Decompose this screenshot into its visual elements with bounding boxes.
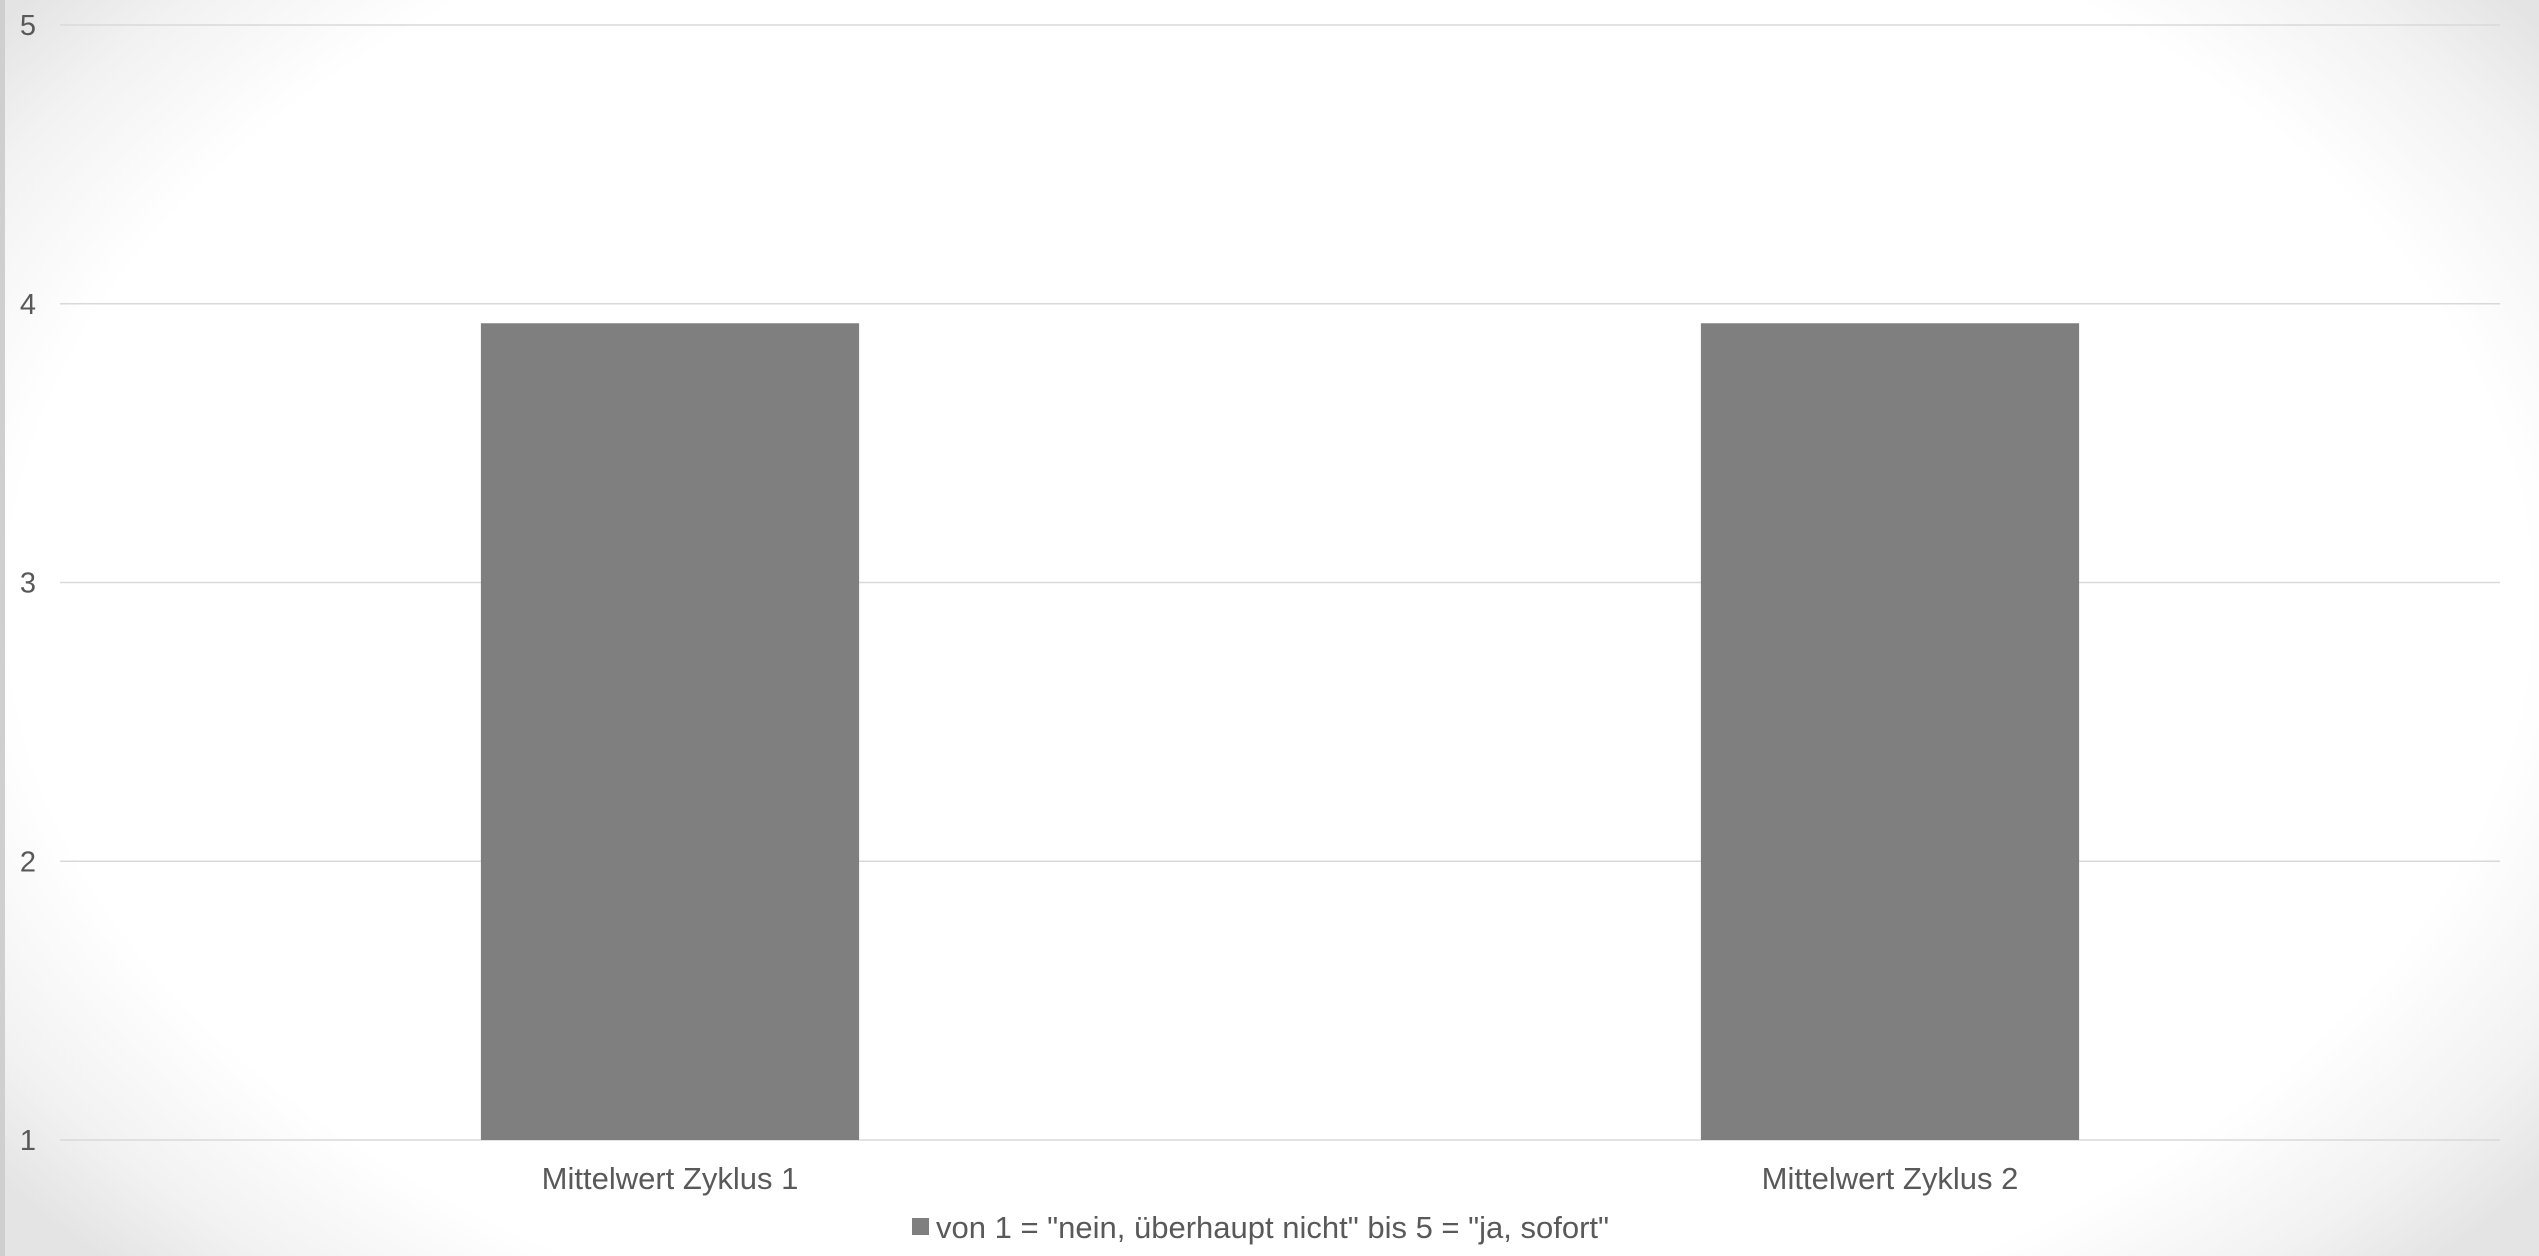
bar-2: [1700, 323, 2080, 1140]
bars: [480, 323, 2080, 1140]
y-tick-label-5: 5: [20, 10, 36, 42]
legend-swatch: [912, 1218, 929, 1235]
slide-left-edge: [0, 0, 5, 1256]
y-tick-label-2: 2: [20, 846, 36, 878]
y-axis-ticks: 1 2 3 4 5: [20, 10, 36, 1157]
x-axis-categories: Mittelwert Zyklus 1 Mittelwert Zyklus 2: [542, 1161, 2019, 1196]
y-tick-label-4: 4: [20, 289, 36, 321]
gridlines: [60, 24, 2500, 1141]
legend: von 1 = "nein, überhaupt nicht" bis 5 = …: [912, 1210, 1609, 1245]
x-category-label-2: Mittelwert Zyklus 2: [1762, 1161, 2019, 1196]
bar-1: [480, 323, 860, 1140]
legend-label: von 1 = "nein, überhaupt nicht" bis 5 = …: [936, 1210, 1609, 1245]
x-category-label-1: Mittelwert Zyklus 1: [542, 1161, 799, 1196]
y-tick-label-3: 3: [20, 568, 36, 600]
y-tick-label-1: 1: [20, 1125, 36, 1157]
